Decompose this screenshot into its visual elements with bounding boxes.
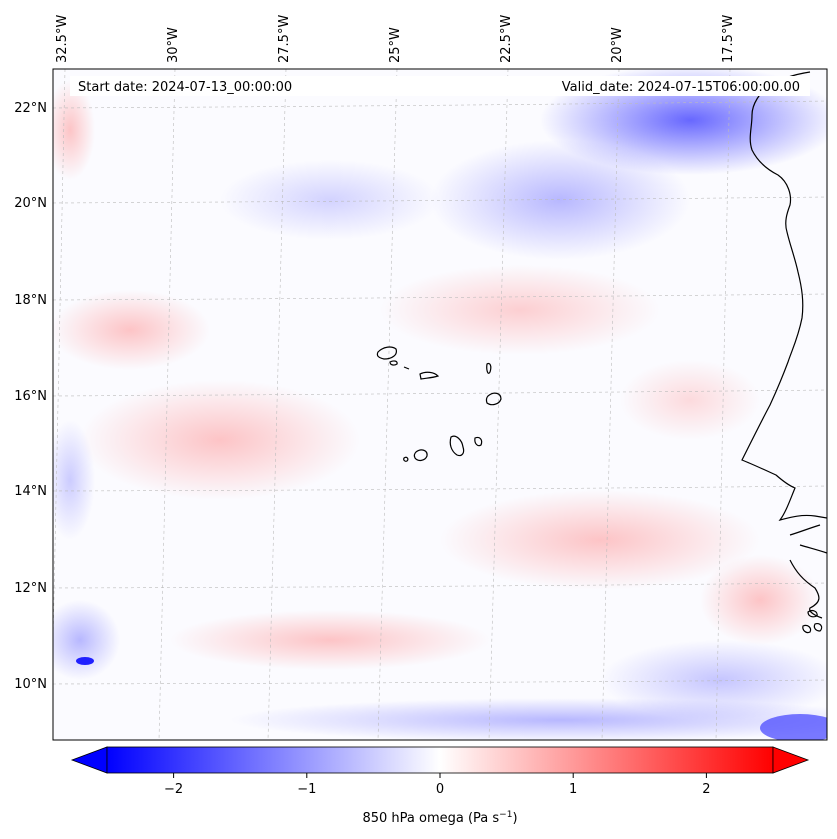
meridian-line bbox=[601, 69, 620, 740]
colorbar-tick-label: −1 bbox=[297, 782, 316, 797]
valid-date-label: Valid_date: 2024-07-15T06:00:00.00 bbox=[562, 80, 800, 95]
lon-label-32-5w: 32.5°W bbox=[55, 15, 70, 63]
meridian-line bbox=[377, 69, 398, 740]
colorbar-tick-label: 0 bbox=[436, 782, 444, 797]
colorbar: −2 −1 0 1 2 850 hPa omega (Pa s−1) bbox=[70, 746, 810, 826]
parallel-line bbox=[53, 196, 827, 204]
date-banner-background bbox=[70, 76, 810, 96]
omega-negative-region bbox=[76, 657, 94, 665]
omega-positive-region bbox=[700, 555, 820, 645]
lon-label-22-5w: 22.5°W bbox=[499, 15, 514, 63]
colorbar-title-exponent: −1 bbox=[499, 810, 512, 820]
colorbar-title-close: ) bbox=[512, 811, 517, 826]
longitude-labels: 32.5°W 30°W 27.5°W 25°W 22.5°W 20°W 17.5… bbox=[55, 15, 736, 63]
island-brava bbox=[403, 456, 409, 462]
colorbar-tick-label: 2 bbox=[702, 782, 710, 797]
colorbar-ticks: −2 −1 0 1 2 bbox=[164, 773, 711, 797]
colorbar-tick-label: −2 bbox=[164, 782, 183, 797]
lat-label-14n: 14°N bbox=[14, 484, 47, 499]
parallel-line bbox=[53, 293, 827, 301]
parallel-line bbox=[53, 679, 827, 685]
parallel-line bbox=[53, 582, 827, 589]
omega-negative-region bbox=[760, 714, 827, 740]
island-santiago bbox=[449, 435, 465, 457]
omega-negative-region bbox=[430, 140, 690, 260]
lat-label-16n: 16°N bbox=[14, 389, 47, 404]
lon-label-20w: 20°W bbox=[610, 27, 625, 63]
parallel-line bbox=[53, 485, 827, 492]
lat-label-12n: 12°N bbox=[14, 581, 47, 596]
island-sao-nicolau bbox=[419, 371, 440, 380]
omega-positive-region bbox=[620, 360, 760, 440]
omega-positive-region bbox=[53, 290, 210, 370]
island-santa-luzia bbox=[403, 366, 410, 370]
parallel-line bbox=[53, 389, 827, 397]
africa-coastline bbox=[741, 71, 827, 619]
map-frame bbox=[52, 68, 828, 741]
colorbar-gradient bbox=[106, 746, 774, 774]
omega-positive-region bbox=[380, 265, 660, 355]
island-santo-antao bbox=[376, 346, 397, 360]
meridian-line bbox=[488, 69, 509, 740]
omega-negative-region bbox=[220, 160, 440, 240]
omega-positive-region bbox=[170, 610, 490, 670]
latitude-labels: 22°N 20°N 18°N 16°N 14°N 12°N 10°N bbox=[14, 101, 47, 692]
bijagos-islands bbox=[802, 610, 823, 634]
island-sao-vicente bbox=[389, 360, 398, 366]
parallel-line bbox=[53, 100, 827, 109]
omega-field bbox=[53, 69, 827, 740]
island-maio bbox=[474, 436, 483, 447]
omega-positive-region bbox=[80, 380, 360, 500]
colorbar-title: 850 hPa omega (Pa s−1) bbox=[362, 810, 517, 826]
meridian-line bbox=[715, 69, 731, 740]
lon-label-25w: 25°W bbox=[388, 27, 403, 63]
lon-label-27-5w: 27.5°W bbox=[277, 15, 292, 63]
gridlines bbox=[53, 69, 827, 740]
meridian-line bbox=[267, 69, 287, 740]
omega-positive-region bbox=[440, 490, 760, 590]
colorbar-tick-label: 1 bbox=[569, 782, 577, 797]
lat-label-20n: 20°N bbox=[14, 196, 47, 211]
lat-label-10n: 10°N bbox=[14, 677, 47, 692]
meridian-line bbox=[158, 69, 176, 740]
omega-negative-region bbox=[53, 600, 120, 680]
start-date-label: Start date: 2024-07-13_00:00:00 bbox=[78, 80, 292, 95]
omega-negative-region bbox=[600, 640, 827, 720]
colorbar-extend-low bbox=[70, 746, 108, 774]
island-fogo bbox=[413, 449, 428, 462]
coastlines bbox=[376, 71, 827, 634]
map-panel: Start date: 2024-07-13_00:00:00 Valid_da… bbox=[53, 69, 827, 740]
island-boa-vista bbox=[485, 392, 502, 406]
island-sal bbox=[486, 362, 492, 374]
lat-label-18n: 18°N bbox=[14, 293, 47, 308]
lat-label-22n: 22°N bbox=[14, 101, 47, 116]
lon-label-30w: 30°W bbox=[166, 27, 181, 63]
colorbar-extend-high bbox=[772, 746, 810, 774]
lon-label-17-5w: 17.5°W bbox=[721, 15, 736, 63]
colorbar-title-main: 850 hPa omega (Pa s bbox=[362, 811, 499, 826]
